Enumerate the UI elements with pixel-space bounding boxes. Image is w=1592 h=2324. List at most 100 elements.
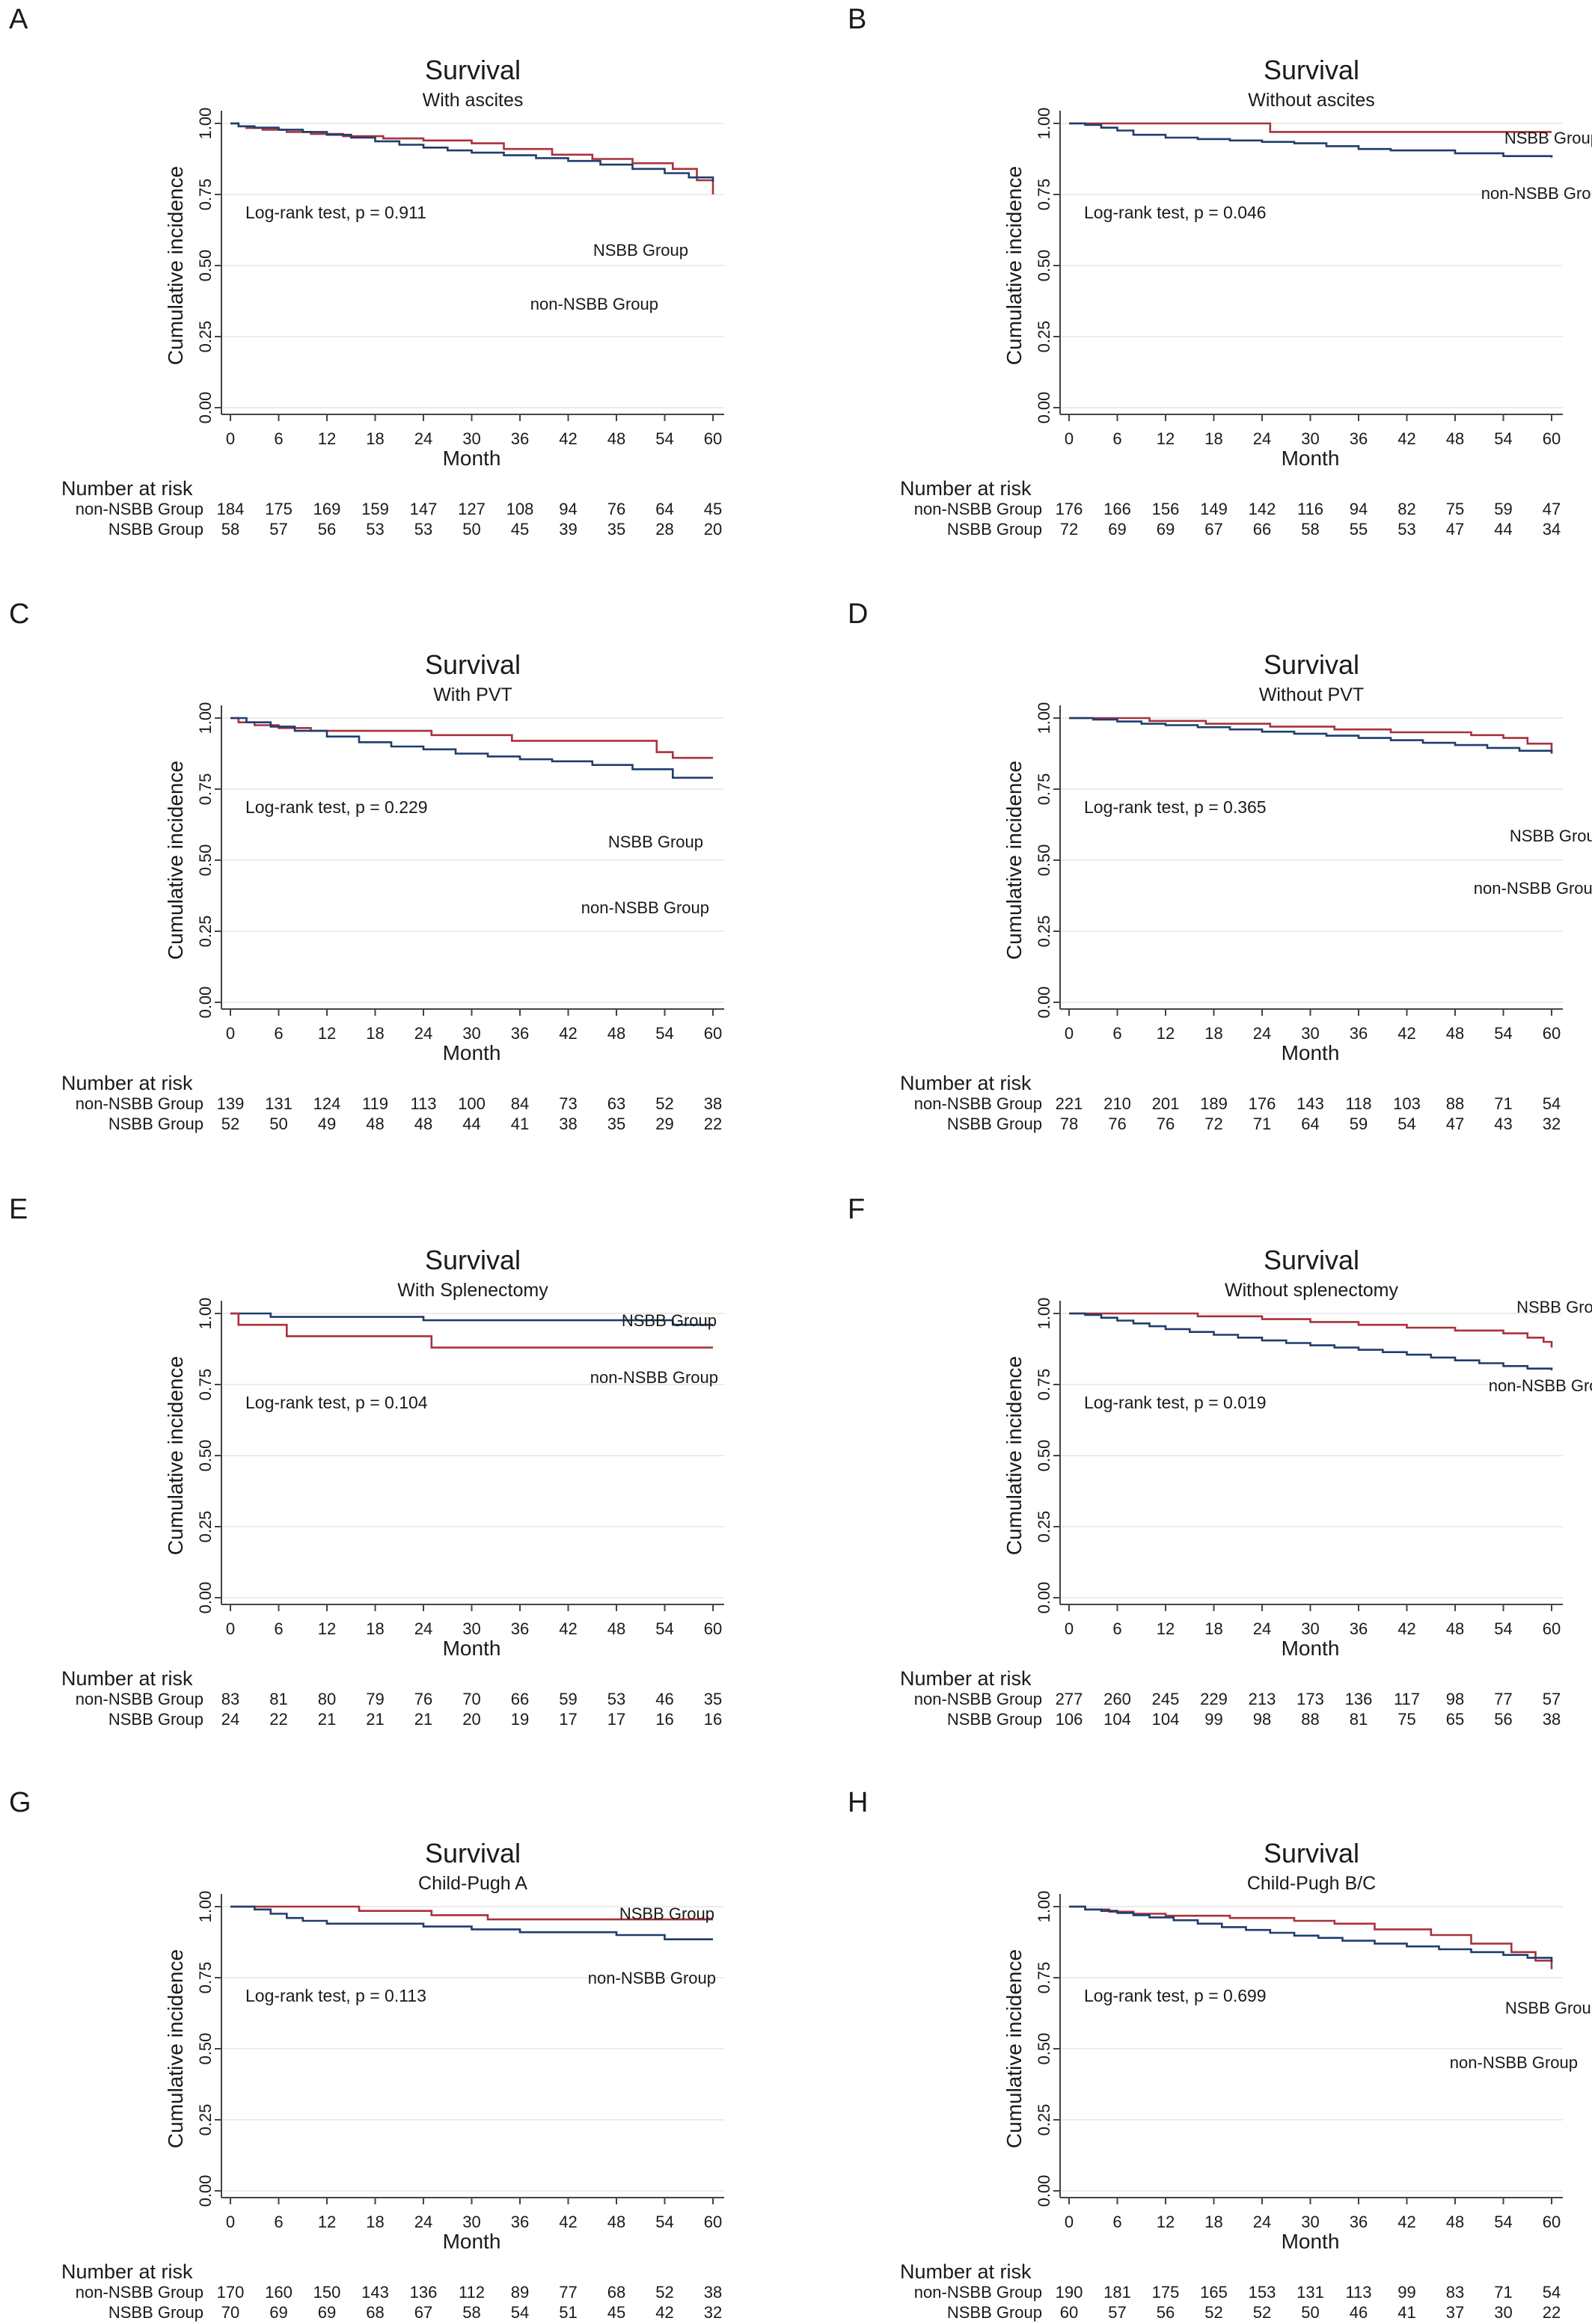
risk-value: 66 <box>1253 520 1271 539</box>
risk-value: 53 <box>366 520 384 539</box>
risk-value: 176 <box>1249 1094 1276 1113</box>
x-tick-label: 54 <box>655 1024 673 1043</box>
x-tick-label: 60 <box>1543 1619 1561 1638</box>
y-tick-label: 0.25 <box>196 916 215 948</box>
risk-row-label: non-NSBB Group <box>914 1690 1042 1708</box>
risk-value: 58 <box>462 2303 480 2322</box>
risk-value: 22 <box>269 1710 287 1729</box>
risk-value: 51 <box>559 2303 577 2322</box>
x-tick-label: 36 <box>511 2213 529 2231</box>
x-tick-label: 6 <box>1112 429 1121 448</box>
x-axis-label: Month <box>443 2230 501 2253</box>
risk-value: 65 <box>1446 1710 1464 1729</box>
panel-e: E Survival With Splenectomy 0.00 0.25 0.50 0.7… <box>9 1194 724 1729</box>
risk-value: 19 <box>511 1710 529 1729</box>
x-tick-label: 18 <box>1204 429 1222 448</box>
x-tick-label: 0 <box>226 2213 235 2231</box>
risk-value: 127 <box>458 500 486 518</box>
y-tick-label: 0.50 <box>1035 2033 1053 2065</box>
risk-value: 213 <box>1249 1690 1276 1708</box>
risk-value: 47 <box>1446 520 1464 539</box>
x-tick-label: 48 <box>607 1024 625 1043</box>
y-tick-label: 0.75 <box>1035 179 1053 211</box>
nsbb-survival-curve <box>230 1312 713 1349</box>
x-tick-label: 0 <box>226 1619 235 1638</box>
y-tick-label: 0.25 <box>196 1511 215 1543</box>
risk-value: 73 <box>559 1094 577 1113</box>
x-tick-label: 12 <box>1157 2213 1175 2231</box>
chart-title: Survival <box>425 1245 521 1275</box>
risk-value: 181 <box>1103 2283 1131 2302</box>
risk-value: 70 <box>221 2303 239 2322</box>
risk-value: 16 <box>655 1710 673 1729</box>
y-tick-label: 0.75 <box>196 773 215 806</box>
risk-value: 72 <box>1060 520 1078 539</box>
x-tick-label: 60 <box>704 1024 722 1043</box>
x-tick-label: 48 <box>607 1619 625 1638</box>
x-tick-label: 42 <box>559 1024 577 1043</box>
panel-d: D Survival Without PVT 0.00 0.25 0.50 0.75 1.00… <box>848 598 1592 1133</box>
risk-value: 38 <box>1543 1710 1561 1729</box>
risk-value: 277 <box>1056 1690 1083 1708</box>
risk-value: 81 <box>269 1690 287 1708</box>
x-tick-label: 36 <box>1350 1024 1368 1043</box>
x-tick-label: 0 <box>1065 1619 1074 1638</box>
risk-value: 45 <box>511 520 529 539</box>
y-tick-label: 0.00 <box>1035 987 1053 1019</box>
panel-letter: H <box>848 1787 868 1818</box>
risk-value: 59 <box>1350 1115 1368 1133</box>
x-axis-label: Month <box>443 447 501 470</box>
chart-subtitle: Child-Pugh B/C <box>1247 1873 1376 1894</box>
risk-value: 28 <box>655 520 673 539</box>
x-tick-label: 24 <box>414 1024 432 1043</box>
non-nsbb-survival-curve <box>230 717 713 779</box>
risk-value: 66 <box>511 1690 529 1708</box>
x-tick-label: 30 <box>1301 1024 1319 1043</box>
risk-value: 68 <box>607 2283 625 2302</box>
risk-value: 77 <box>559 2283 577 2302</box>
risk-value: 160 <box>265 2283 293 2302</box>
x-tick-label: 60 <box>1543 429 1561 448</box>
y-tick-label: 0.25 <box>1035 321 1053 353</box>
risk-value: 113 <box>410 1094 436 1113</box>
y-axis-label: Cumulative incidence <box>164 166 187 365</box>
x-axis-label: Month <box>1282 2230 1340 2253</box>
risk-value: 24 <box>221 1710 239 1729</box>
non-nsbb-group-label: non-NSBB Group <box>530 295 658 313</box>
risk-value: 21 <box>414 1710 432 1729</box>
risk-row-label: NSBB Group <box>947 1710 1042 1729</box>
risk-value: 50 <box>269 1115 287 1133</box>
x-tick-label: 42 <box>559 429 577 448</box>
risk-value: 48 <box>414 1115 432 1133</box>
risk-value: 170 <box>217 2283 245 2302</box>
risk-value: 21 <box>318 1710 336 1729</box>
nsbb-survival-curve <box>230 122 714 194</box>
y-tick-label: 0.00 <box>1035 1582 1053 1614</box>
x-tick-label: 18 <box>366 2213 384 2231</box>
risk-value: 37 <box>1446 2303 1464 2322</box>
risk-value: 112 <box>459 2283 485 2302</box>
x-axis-label: Month <box>1282 447 1340 470</box>
risk-value: 245 <box>1152 1690 1180 1708</box>
y-axis-label: Cumulative incidence <box>1002 761 1026 960</box>
risk-value: 21 <box>366 1710 384 1729</box>
risk-value: 165 <box>1200 2283 1228 2302</box>
x-tick-label: 48 <box>1446 429 1464 448</box>
risk-value: 83 <box>221 1690 239 1708</box>
risk-value: 39 <box>559 520 577 539</box>
x-tick-label: 12 <box>1157 429 1175 448</box>
risk-value: 67 <box>1204 520 1222 539</box>
x-tick-label: 30 <box>1301 429 1319 448</box>
log-rank-label: Log-rank test, p = 0.911 <box>245 203 426 222</box>
risk-value: 119 <box>362 1094 388 1113</box>
risk-value: 56 <box>1494 1710 1512 1729</box>
x-tick-label: 54 <box>1494 2213 1512 2231</box>
chart-title: Survival <box>1264 1838 1359 1868</box>
x-tick-label: 24 <box>1253 1024 1271 1043</box>
risk-value: 106 <box>1056 1710 1083 1729</box>
nsbb-group-label: NSBB Group <box>593 241 688 260</box>
x-tick-label: 6 <box>274 1024 283 1043</box>
risk-value: 136 <box>1345 1690 1373 1708</box>
risk-value: 104 <box>1152 1710 1180 1729</box>
